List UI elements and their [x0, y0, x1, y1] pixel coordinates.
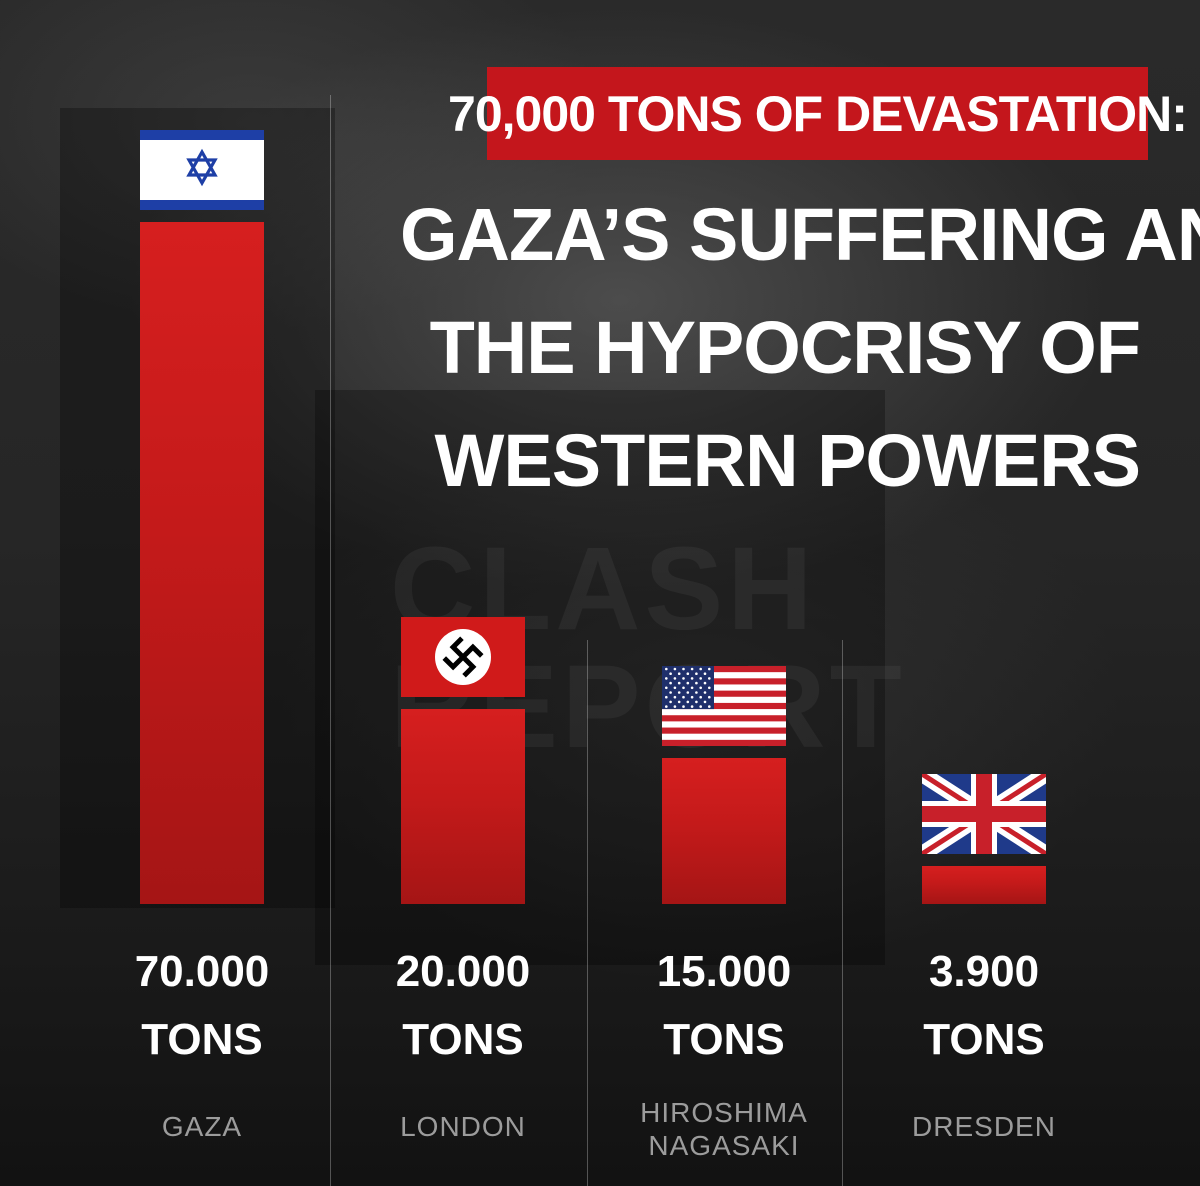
- subtitle-line-1: GAZA’S SUFFERING AND: [400, 193, 1200, 276]
- chart-title: 70,000 TONS OF DEVASTATION:: [448, 85, 1188, 142]
- subtitle: GAZA’S SUFFERING AND THE HYPOCRISY OF WE…: [400, 178, 1200, 517]
- us-flag-icon: [662, 665, 786, 746]
- uk-flag-icon: [922, 774, 1046, 854]
- unit-label-london: TONS: [402, 1015, 524, 1064]
- unit-label-dresden: TONS: [923, 1015, 1045, 1064]
- divider-1: [330, 95, 331, 1186]
- subtitle-line-3: WESTERN POWERS: [434, 419, 1141, 502]
- category-label-dresden: DRESDEN: [912, 1111, 1056, 1142]
- bar-gaza: [140, 222, 264, 904]
- bar-dresden: [922, 866, 1046, 904]
- unit-label-hiroshima-nagasaki: TONS: [663, 1015, 785, 1064]
- category-label-hiroshima-nagasaki: HIROSHIMA NAGASAKI: [640, 1097, 808, 1161]
- category-label-london: LONDON: [400, 1111, 526, 1142]
- divider-3: [842, 640, 843, 1186]
- divider-2: [587, 640, 588, 1186]
- headline-background: [487, 67, 1148, 160]
- bar-london: [401, 709, 525, 904]
- value-label-dresden: 3.900: [928, 947, 1040, 996]
- category-label-gaza: GAZA: [161, 1111, 243, 1142]
- nazi-germany-flag-icon: [401, 617, 525, 698]
- value-label-london: 20.000: [395, 947, 531, 996]
- unit-label-gaza: TONS: [141, 1015, 263, 1064]
- value-label-hiroshima-nagasaki: 15.000: [656, 947, 792, 996]
- israel-flag-icon: [140, 130, 264, 210]
- subtitle-line-2: THE HYPOCRISY OF: [429, 306, 1141, 389]
- value-label-gaza: 70.000: [134, 947, 270, 996]
- bar-hiroshima-nagasaki: [662, 757, 786, 904]
